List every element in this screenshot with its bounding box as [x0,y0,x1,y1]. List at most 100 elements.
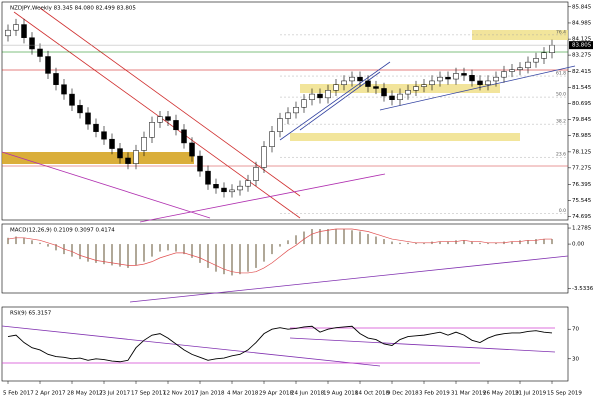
fib-label: 50.0 [556,92,566,98]
y-tick-label: 1.2785 [572,226,592,232]
x-tick-label: 26 May 2019 [483,391,519,397]
macd-bar [519,240,521,245]
x-tick-label: 7 Jan 2018 [195,391,225,397]
y-tick-label: 77.275 [572,165,592,171]
candle-body [461,73,467,76]
candle-body [333,84,339,91]
macd-bar [15,236,17,245]
y-tick-label: 80.695 [572,101,592,107]
candle-body [445,76,451,80]
macd-bar [231,244,233,276]
macd-bar [47,244,49,247]
candle-body [357,76,363,82]
candle-body [269,131,275,147]
macd-bar [7,237,9,245]
macd-bar [511,241,513,245]
y-tick-label: 75.545 [572,198,592,204]
macd-bar [391,241,393,245]
candle-body [525,61,531,69]
macd-bar [159,244,161,252]
x-tick-label: 12 Nov 2017 [163,391,199,397]
candle-body [429,80,435,85]
macd-bar [295,235,297,245]
candle-body [85,112,91,125]
candle-body [549,44,555,53]
y-tick-label: -3.5336 [572,286,594,292]
candle-body [221,187,227,193]
candle-body [21,24,27,38]
candle-body [413,86,419,91]
candle-body [317,93,323,99]
last-price-label: 83.805 [572,43,592,49]
x-tick-label: 21 Jul 2019 [515,391,547,397]
candle-body [117,148,123,159]
macd-bar [463,240,465,245]
candle-body [453,73,459,80]
macd-bar [319,229,321,245]
candle-body [173,120,179,131]
y-tick-label: 84.985 [572,20,592,26]
macd-bar [311,229,313,245]
panel-frames [1,1,569,382]
candle-body [517,67,523,70]
macd-panel [1,223,569,294]
macd-bar [87,244,89,262]
macd-bar [151,244,153,257]
x-tick-label: 28 May 2017 [67,391,103,397]
trend-line [1,151,211,219]
main-panel [1,1,569,221]
candle-body [229,189,235,193]
macd-bar [271,244,273,255]
candle-body [493,76,499,82]
candle-body [77,105,83,114]
candle-body [253,167,259,181]
candle-body [197,155,203,172]
candle-body [69,93,75,106]
candle-body [213,184,219,189]
candle-body [133,150,139,164]
trend-line [13,11,301,219]
candle-body [109,138,115,149]
panel-title: NZDJPY,Weekly 83.345 84.080 82.499 83.80… [10,6,136,12]
x-tick-label: 2 Apr 2017 [35,391,66,397]
fib-label: 76.4 [556,29,566,35]
candle-body [325,90,331,99]
candle-body [261,146,267,168]
y-tick-label: 84.125 [572,37,592,43]
macd-bar [127,244,129,268]
y-tick-label: 85.845 [572,4,592,10]
rsi-panel [1,306,569,382]
candle-body [477,80,483,85]
macd-bar [95,244,97,263]
signal-line [7,228,552,274]
candle-body [293,106,299,114]
x-tick-label: 4 Mar 2018 [227,391,259,397]
macd-bar [175,244,177,252]
macd-bar [183,244,185,255]
macd-bar [239,244,241,275]
y-tick-label: 78.985 [572,133,592,139]
y-tick-label: 83.275 [572,53,592,59]
x-tick-label: 5 Feb 2017 [3,391,34,397]
zone [290,133,520,141]
candle-body [157,116,163,123]
candle-body [501,71,507,78]
candle-body [469,75,475,82]
candle-body [5,29,11,37]
fib-label: 38.2 [556,119,566,125]
x-tick-label: 14 Oct 2018 [355,391,390,397]
macd-bar [279,244,281,247]
macd-bar [343,229,345,245]
candle-body [389,95,395,100]
candle-body [37,48,43,57]
x-tick-label: 31 Mar 2019 [451,391,486,397]
macd-bar [447,241,449,245]
macd-bar [199,244,201,263]
last-price-box [569,41,593,50]
macd-bar [215,244,217,272]
candle-body [61,84,67,95]
y-tick-label: 76.395 [572,182,592,188]
macd-bar [135,244,137,266]
channel-line [279,61,391,141]
